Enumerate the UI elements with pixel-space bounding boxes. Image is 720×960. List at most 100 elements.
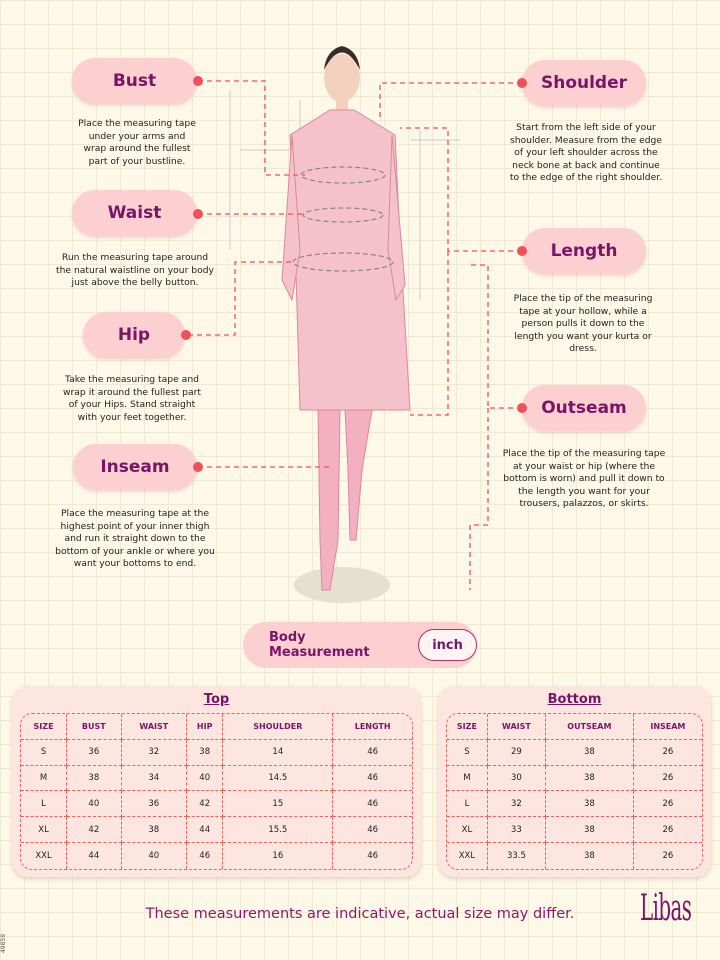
table-cell: 44 [187,817,224,843]
libas-logo: Libas [640,888,692,929]
table-cell: 40 [67,791,122,818]
table-cell: 15 [223,791,334,818]
product-code: 49859 [0,933,8,954]
table-cell: 44 [67,842,122,869]
waist-description: Run the measuring tape around the natura… [55,252,214,288]
bottom-table: SIZE WAIST OUTSEAM INSEAM S 29 38 26 M 30 38 26 L 32 3… [446,713,703,870]
table-cell: XXL [21,842,68,869]
table-cell: 14.5 [223,765,334,792]
table-row: L 32 38 26 [447,791,702,818]
column-header: HIP [187,714,224,740]
table-row: XXL 33.5 38 26 [447,842,702,869]
table-cell: 33 [487,817,546,843]
column-header: SIZE [447,714,488,740]
table-cell: S [21,739,68,766]
table-row: L 40 36 42 15 46 [21,791,412,818]
column-header: INSEAM [633,714,702,740]
inseam-description: Place the measuring tape at the highest … [55,508,215,569]
table-cell: 32 [487,791,546,818]
table-cell: 32 [121,739,188,766]
column-header: OUTSEAM [545,714,634,740]
hip-label: Hip [83,312,185,358]
shoulder-description: Start from the left side of your shoulde… [509,122,663,183]
hip-dot [181,330,191,340]
table-row: S 36 32 38 14 46 [21,739,412,766]
table-cell: 38 [545,791,634,818]
bust-dot [193,76,203,86]
table-cell: 38 [546,842,634,869]
table-cell: L [21,791,68,818]
table-row: XL 42 38 44 15.5 46 [21,817,412,843]
column-header: SIZE [21,714,68,740]
table-row: XL 33 38 26 [447,817,702,843]
table-cell: 36 [121,791,188,818]
outseam-dot [517,403,527,413]
waist-label: Waist [72,190,197,236]
table-row: M 38 34 40 14.5 46 [21,765,412,792]
shoulder-dot [517,78,527,88]
table-cell: 42 [187,791,224,818]
table-cell: M [21,765,68,792]
table-cell: 38 [545,817,634,843]
table-cell: 34 [121,765,188,792]
table-cell: 33.5 [488,842,546,869]
table-cell: 46 [187,842,224,869]
table-cell: 46 [367,850,379,861]
table-cell: 38 [187,739,224,766]
inseam-dot [193,462,203,472]
bottom-title: Bottom [547,692,602,707]
table-cell: 40 [122,842,188,869]
table-cell: 26 [633,817,702,843]
table-cell: XXL [447,842,488,869]
waist-dot [193,209,203,219]
table-cell: 26 [633,740,702,766]
table-cell: 16 [223,842,334,869]
top-size-chart: Top SIZE BUST WAIST HIP SHOULDER LENGTH S 36 32 3… [12,686,421,877]
length-description: Place the tip of the measuring tape at y… [513,293,653,354]
column-header: SHOULDER [223,714,334,740]
table-cell: 36 [67,739,122,766]
table-cell: XL [21,817,68,843]
disclaimer: These measurements are indicative, actua… [145,906,575,922]
table-cell: 14 [223,739,334,766]
table-cell: 30 [487,765,546,792]
length-label: Length [522,228,646,274]
outseam-label: Outseam [522,385,646,431]
table-cell: M [447,765,488,792]
column-header: BUST [67,714,122,740]
table-cell: L [447,791,488,818]
table-cell: 26 [633,766,702,792]
shoulder-label: Shoulder [522,60,646,106]
table-cell: 42 [67,817,122,843]
table-row: XXL 44 40 46 16 46 [21,842,412,869]
body-measurement-label: Body Measurement [269,630,370,660]
table-cell: 29 [487,739,546,766]
column-header: WAIST [487,714,546,740]
inseam-label: Inseam [73,444,197,490]
body-measurement-toggle: Body Measurement inch [243,622,477,668]
bottom-size-chart: Bottom SIZE WAIST OUTSEAM INSEAM S 29 38 26 M 30 3… [438,686,711,877]
unit-selector[interactable]: inch [418,629,477,661]
table-row: S 29 38 26 [447,739,702,766]
table-row: M 30 38 26 [447,765,702,792]
table-cell: XL [447,817,488,843]
table-cell: 40 [187,765,224,792]
figure-illustration [188,46,522,603]
table-cell: 46 [333,791,412,818]
floor-shadow [294,567,390,603]
model-head [324,54,360,102]
length-dot [517,246,527,256]
table-cell: 46 [333,740,412,766]
table-cell: 38 [67,765,122,792]
bust-description: Place the measuring tape under your arms… [78,118,196,167]
bust-label: Bust [72,58,197,104]
table-cell: 38 [545,739,634,766]
column-header: WAIST [121,714,188,740]
table-cell: 26 [662,850,674,861]
table-cell: 38 [545,765,634,792]
table-cell: 26 [633,791,702,818]
top-table: SIZE BUST WAIST HIP SHOULDER LENGTH S 36 32 38 14 4… [20,713,413,870]
table-cell: 46 [333,817,412,843]
top-title: Top [203,692,230,707]
table-cell: 38 [121,817,188,843]
